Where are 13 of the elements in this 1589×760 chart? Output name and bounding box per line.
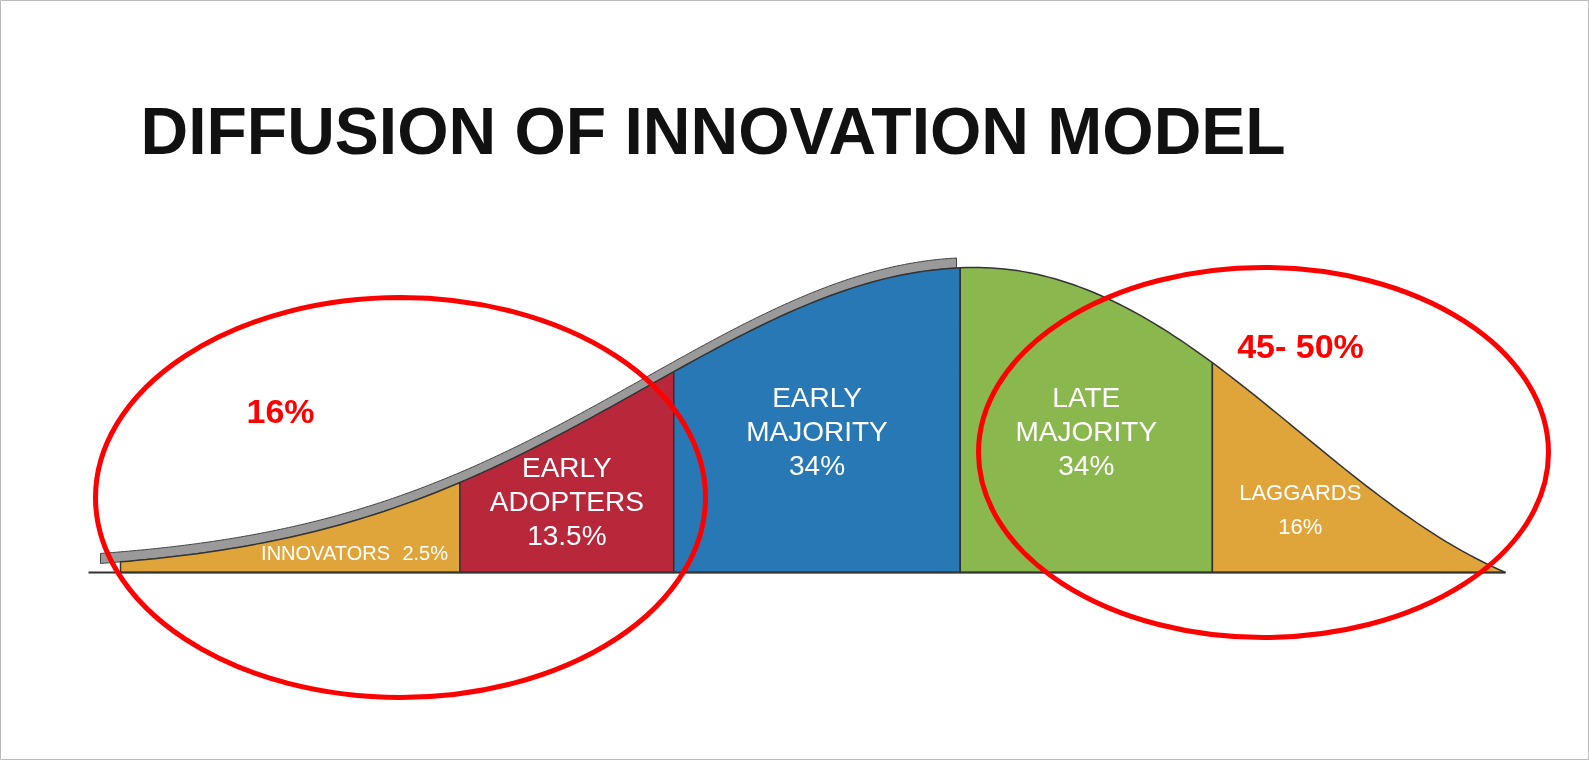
data-label: 16% [1278,514,1323,539]
data-label: 34% [1058,450,1115,481]
category-label: EARLY ADOPTERS [489,452,644,517]
data-label: 34% [788,450,846,481]
category-label: LATE MAJORITY [1015,382,1158,447]
category-label: INNOVATORS [261,541,390,564]
text: 45- 50% [1237,326,1364,365]
text: 16% [246,391,315,430]
data-label: 13.5% [527,520,607,551]
data-label: 2.5% [402,541,449,564]
text: DIFFUSION OF INNOVATION MODEL [140,93,1286,168]
category-label: EARLY MAJORITY [746,382,889,447]
category-label: LAGGARDS [1239,480,1362,505]
